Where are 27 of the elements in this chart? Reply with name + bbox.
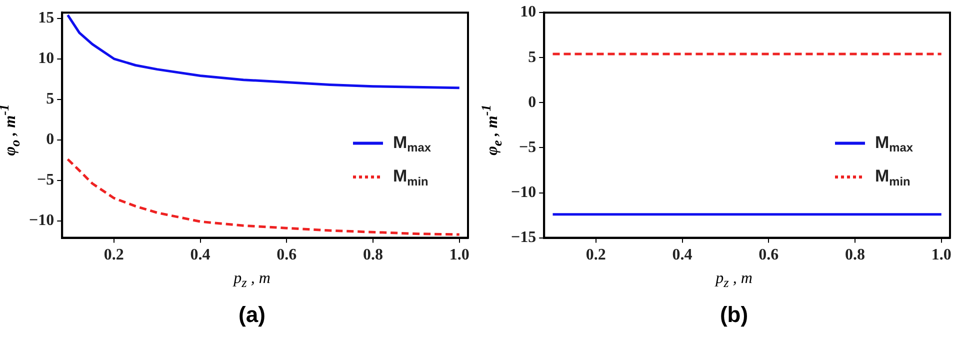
x-tick-label: 0.6 [758,246,779,264]
x-tick-label: 1.0 [931,246,952,264]
y-tick-label: 15 [38,9,54,26]
y-tick-label: −15 [510,228,536,246]
x-tick-label: 0.4 [190,246,210,264]
y-tick-label: −5 [36,171,54,188]
x-axis-title: p$_{z}$ , m [714,270,754,292]
y-tick-label: −10 [510,184,536,201]
x-tick-label: 0.8 [363,246,384,264]
x-tick-label: 0.8 [845,246,866,264]
x-tick-label: 0.6 [276,246,297,264]
line-series [66,158,461,236]
x-tick-label: 0.4 [672,246,692,264]
y-tick-label: −10 [28,212,54,229]
y-tick-label: −5 [518,138,536,156]
x-axis-title: p$_{z}$ , m [232,270,272,292]
y-tick-label: 10 [520,4,536,21]
text: (b) [718,302,750,328]
x-tick-label: 1.0 [449,246,470,264]
x-tick-label: 0.2 [104,246,124,264]
x-tick-label: 0.2 [586,246,606,264]
y-tick-label: 0 [528,94,536,111]
text: (a) [238,302,266,328]
y-tick-label: 10 [38,50,54,67]
y-tick-label: 5 [528,48,536,66]
y-tick-label: 0 [46,130,54,148]
y-tick-label: 5 [46,90,54,108]
